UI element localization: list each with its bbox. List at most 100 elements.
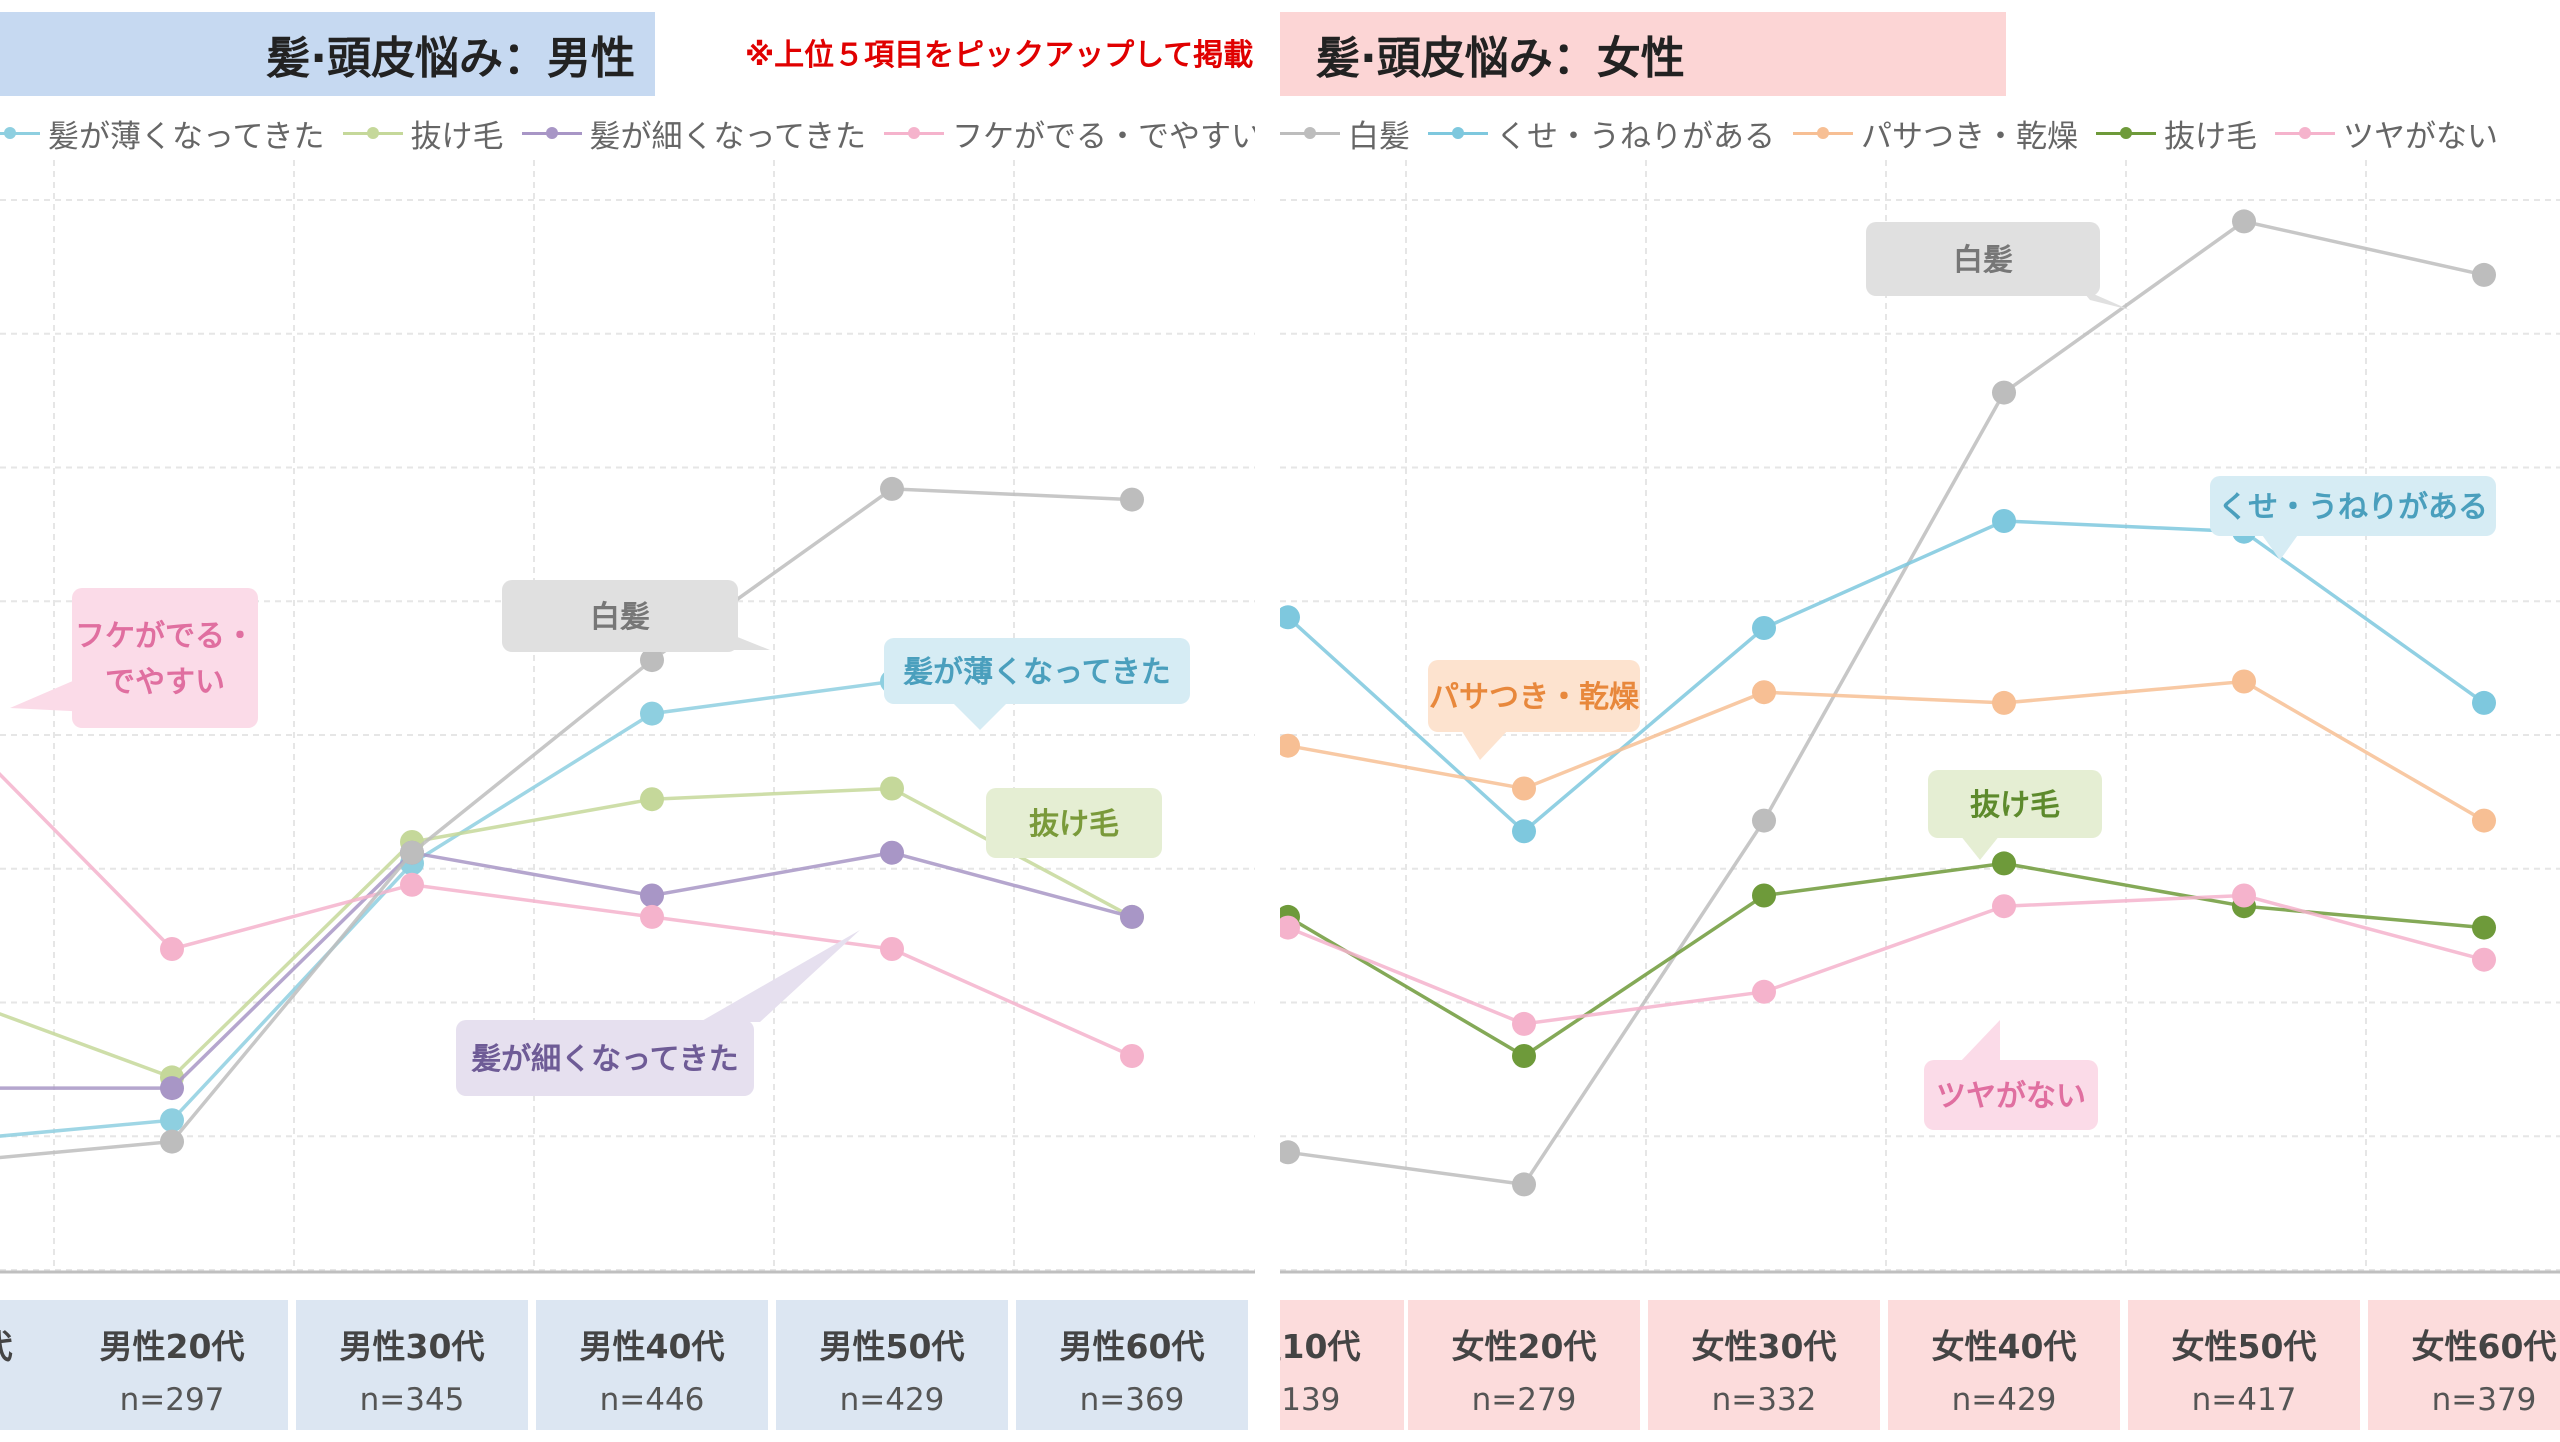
- category-sample-size: n=297: [119, 1382, 225, 1418]
- category-sample-size: n=139: [1280, 1382, 1341, 1418]
- category-label: 男性50代: [819, 1327, 965, 1366]
- female-series-2: [1280, 669, 2496, 833]
- legend-line-marker: [1793, 126, 1853, 139]
- callout-tail: [1460, 728, 1510, 760]
- callout-thinning: 髪が薄くなってきた: [884, 638, 1190, 730]
- callout-box: [72, 588, 258, 728]
- female-category-axis: 女性10代 n=139 女性20代 n=279 女性30代 n=332 女性40代 n=429…: [1280, 1300, 2560, 1430]
- callout-text: ツヤがない: [1936, 1079, 2086, 1114]
- legend-label: 髪が薄くなってきた: [48, 118, 325, 155]
- data-point: [640, 883, 664, 908]
- data-point: [1512, 1172, 1536, 1197]
- series-line: [1287, 893, 2485, 1026]
- legend-dot-marker: [366, 126, 379, 139]
- category-sample-size: n=279: [1471, 1382, 1577, 1418]
- female-category-cell: 女性30代 n=332: [1648, 1300, 1880, 1430]
- callout-dandruff: フケがでる・でやすい: [10, 588, 258, 728]
- panel-divider: [1255, 0, 1280, 1442]
- callout-box: [986, 788, 1162, 858]
- data-point: [2232, 209, 2256, 234]
- legend-dot-marker: [2299, 126, 2311, 139]
- data-point: [880, 776, 904, 801]
- data-point: [880, 476, 904, 501]
- female-gridlines: [1280, 160, 2560, 1274]
- male-chart-panel: 髪·頭皮悩み：男性 ※上位５項目をピックアップして掲載 髪が薄くなってきた 抜け毛…: [0, 0, 1255, 1442]
- legend-dot-marker: [545, 126, 558, 139]
- data-point: [640, 904, 664, 929]
- female-legend-item: ツヤがない: [2275, 111, 2498, 156]
- legend-label: パサつき・乾燥: [1861, 118, 2078, 155]
- series-line: [1286, 519, 2486, 834]
- legend-line-marker: [521, 126, 582, 139]
- data-point: [2232, 883, 2256, 908]
- callout-finer: 髪が細くなってきた: [456, 930, 860, 1096]
- category-sample-size: n=417: [2191, 1382, 2297, 1418]
- male-series-3: [0, 771, 1144, 1068]
- data-point: [2232, 669, 2256, 694]
- category-sample-size: n=332: [1711, 1382, 1817, 1418]
- female-category-cell: 女性10代 n=139: [1280, 1300, 1404, 1430]
- male-category-cell: 男性50代 n=429: [776, 1300, 1008, 1430]
- legend-line-marker: [0, 126, 40, 139]
- callout-tail: [700, 930, 860, 1022]
- category-label: 女性50代: [2171, 1327, 2317, 1366]
- legend-line-marker: [342, 126, 403, 139]
- data-point: [1992, 509, 2016, 533]
- callout-text: パサつき・乾燥: [1429, 680, 1640, 715]
- female-chart-title: 髪·頭皮悩み：女性: [1280, 12, 2006, 96]
- category-label: 男性60代: [1059, 1327, 1205, 1366]
- legend-label: くせ・うねりがある: [1496, 118, 1775, 155]
- legend-dot-marker: [1452, 126, 1464, 139]
- data-point: [400, 840, 424, 865]
- category-label: 男性20代: [99, 1327, 245, 1366]
- callout-box: [1928, 770, 2102, 838]
- male-category-cell: 男性10代 n=...: [0, 1300, 56, 1430]
- series-line: [1287, 861, 2485, 1059]
- callout-box: [456, 1020, 754, 1096]
- callout-box: [2210, 476, 2496, 536]
- category-sample-size: n=446: [599, 1382, 705, 1418]
- data-point: [2472, 262, 2496, 287]
- callout-noshine: ツヤがない: [1924, 1020, 2098, 1130]
- data-point: [1992, 894, 2016, 919]
- female-legend-item: パサつき・乾燥: [1793, 111, 2078, 156]
- category-label: 男性10代: [0, 1320, 56, 1368]
- data-point: [1752, 680, 1776, 705]
- female-legend-item: くせ・うねりがある: [1428, 111, 1775, 156]
- callout-box: [884, 638, 1190, 704]
- callout-gray: 白髪: [502, 580, 770, 652]
- data-point: [160, 1076, 184, 1101]
- male-legend-item: 抜け毛: [342, 111, 504, 156]
- category-sample-size: n=429: [839, 1382, 945, 1418]
- callout-box: [1866, 222, 2100, 296]
- male-legend-item: フケがでる・でやすい: [884, 111, 1255, 156]
- data-point: [1280, 733, 1300, 758]
- female-category-cell: 女性40代 n=429: [1888, 1300, 2120, 1430]
- callout-text: 髪が細くなってきた: [470, 1042, 739, 1077]
- callout-text: 白髪: [590, 600, 650, 635]
- data-point: [400, 872, 424, 897]
- female-category-cell: 女性50代 n=417: [2128, 1300, 2360, 1430]
- series-line: [1287, 219, 2485, 1187]
- male-legend: 髪が薄くなってきた 抜け毛 髪が細くなってきた フケがでる・でやすい: [0, 108, 1255, 158]
- data-point: [1120, 904, 1144, 929]
- data-point: [160, 1108, 184, 1133]
- data-point: [1992, 851, 2016, 876]
- data-point: [160, 1129, 184, 1154]
- data-point: [1120, 1044, 1144, 1068]
- data-point: [1992, 690, 2016, 715]
- series-line: [0, 487, 1133, 1160]
- callout-tail: [1960, 835, 2000, 860]
- data-point: [1512, 819, 1536, 844]
- legend-dot-marker: [1817, 126, 1829, 139]
- callout-text: 抜け毛: [1029, 807, 1119, 842]
- legend-line-marker: [2275, 126, 2335, 139]
- female-chart-panel: 髪·頭皮悩み：女性 白髪 くせ・うねりがある パサつき・乾燥 抜け毛 ツヤがない 白髪く…: [1280, 0, 2560, 1442]
- data-point: [2472, 808, 2496, 833]
- female-series-3: [1280, 851, 2496, 1068]
- category-label: 女性40代: [1931, 1327, 2077, 1366]
- top5-note: ※上位５項目をピックアップして掲載: [745, 38, 1254, 73]
- category-sample-size: n=369: [1079, 1382, 1185, 1418]
- series-line: [0, 771, 1133, 1058]
